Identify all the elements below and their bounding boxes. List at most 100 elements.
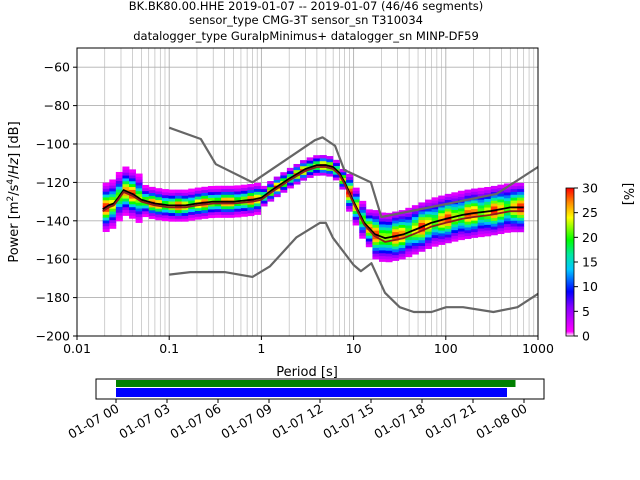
heatmap-cell — [207, 209, 215, 213]
heatmap-cell — [385, 227, 393, 231]
heatmap-cell — [254, 191, 261, 195]
heatmap-cell — [115, 171, 123, 176]
heatmap-cell — [451, 206, 459, 210]
coverage-tick-label: 01-07 09 — [218, 401, 274, 442]
heatmap-cell — [490, 220, 498, 224]
heatmap-cell — [510, 188, 518, 192]
heatmap-cell — [129, 201, 136, 205]
heatmap-cell — [444, 193, 452, 198]
heatmap-cell — [471, 194, 479, 198]
title-line-1: BK.BK80.00.HHE 2019-01-07 -- 2019-01-07 … — [129, 0, 483, 13]
heatmap-cell — [451, 229, 459, 234]
heatmap-cell — [286, 182, 294, 186]
heatmap-cell — [484, 221, 492, 225]
heatmap-cell — [378, 212, 386, 216]
heatmap-cell — [142, 210, 150, 215]
heatmap-cell — [471, 228, 479, 233]
heatmap-cell — [135, 216, 143, 221]
x-tick-label: 1 — [257, 341, 265, 356]
heatmap-cell — [477, 202, 485, 206]
heatmap-cell — [102, 217, 110, 221]
y-tick-label: −140 — [36, 213, 70, 228]
heatmap-cell — [457, 233, 465, 238]
heatmap-cell — [477, 199, 485, 203]
heatmap-cell — [188, 197, 196, 201]
heatmap-cell — [444, 222, 452, 226]
heatmap-cell — [352, 193, 360, 197]
heatmap-cell — [490, 200, 498, 204]
heatmap-cell — [490, 229, 498, 233]
heatmap-cell — [359, 229, 367, 233]
heatmap-cell — [477, 219, 485, 223]
heatmap-cell — [214, 185, 222, 190]
heatmap-cell — [431, 243, 439, 247]
heatmap-cell — [175, 189, 183, 193]
heatmap-cell — [247, 189, 255, 194]
heatmap-cell — [221, 191, 229, 195]
heatmap-cell — [293, 175, 301, 179]
heatmap-cell — [477, 190, 485, 194]
heatmap-cell — [490, 217, 498, 221]
coverage-tick-label: 01-07 00 — [65, 401, 121, 442]
heatmap-cell — [306, 160, 314, 164]
heatmap-cell — [267, 192, 275, 196]
heatmap-cell — [293, 166, 301, 171]
heatmap-cell — [115, 209, 123, 213]
heatmap-cell — [135, 193, 143, 197]
heatmap-cell — [234, 185, 242, 189]
heatmap-cell — [365, 241, 373, 245]
heatmap-cell — [372, 253, 380, 257]
heatmap-cell — [464, 218, 472, 222]
heatmap-cell — [148, 204, 156, 208]
heatmap-cell — [201, 209, 209, 214]
heatmap-cell — [471, 191, 479, 195]
heatmap-cell — [372, 244, 380, 248]
heatmap-cell — [418, 211, 426, 215]
heatmap-cell — [418, 239, 426, 244]
heatmap-cell — [267, 186, 275, 191]
heatmap-cell — [444, 237, 452, 241]
heatmap-cell — [503, 194, 511, 199]
heatmap-cell — [227, 211, 235, 215]
heatmap-cell — [129, 175, 136, 179]
heatmap-cell — [517, 182, 525, 187]
heatmap-cell — [418, 234, 426, 238]
heatmap-cell — [135, 219, 143, 223]
heatmap-cell — [385, 250, 393, 254]
coverage-bar-psd-coverage — [116, 388, 507, 397]
heatmap-cell — [326, 173, 334, 177]
heatmap-cell — [510, 226, 518, 230]
heatmap-cell — [477, 187, 485, 192]
heatmap-cell — [503, 197, 511, 202]
heatmap-cell — [129, 189, 136, 193]
heatmap-cell — [398, 250, 406, 254]
heatmap-cell — [188, 188, 196, 192]
heatmap-cell — [411, 219, 419, 223]
heatmap-cell — [484, 215, 492, 220]
heatmap-cell — [161, 206, 169, 210]
heatmap-cell — [471, 188, 479, 192]
y-tick-label: −100 — [36, 137, 70, 152]
heatmap-cell — [378, 218, 386, 222]
heatmap-cell — [175, 215, 183, 219]
heatmap-cell — [214, 197, 222, 201]
heatmap-cell — [484, 224, 492, 228]
heatmap-cell — [207, 211, 215, 216]
heatmap-cell — [372, 230, 380, 234]
heatmap-cell — [207, 191, 215, 196]
heatmap-cell — [135, 185, 143, 189]
heatmap-cell — [188, 208, 196, 213]
heatmap-cell — [385, 258, 393, 263]
heatmap-cell — [346, 188, 354, 192]
heatmap-cell — [411, 216, 419, 220]
heatmap-cell — [227, 194, 235, 198]
heatmap-cell — [405, 253, 413, 258]
heatmap-cell — [398, 247, 406, 251]
heatmap-cell — [431, 226, 439, 230]
heatmap-cell — [273, 176, 281, 180]
heatmap-cell — [517, 226, 525, 230]
heatmap-cell — [214, 208, 222, 213]
heatmap-cell — [451, 232, 459, 236]
heatmap-cell — [372, 227, 380, 231]
heatmap-cell — [306, 157, 314, 161]
